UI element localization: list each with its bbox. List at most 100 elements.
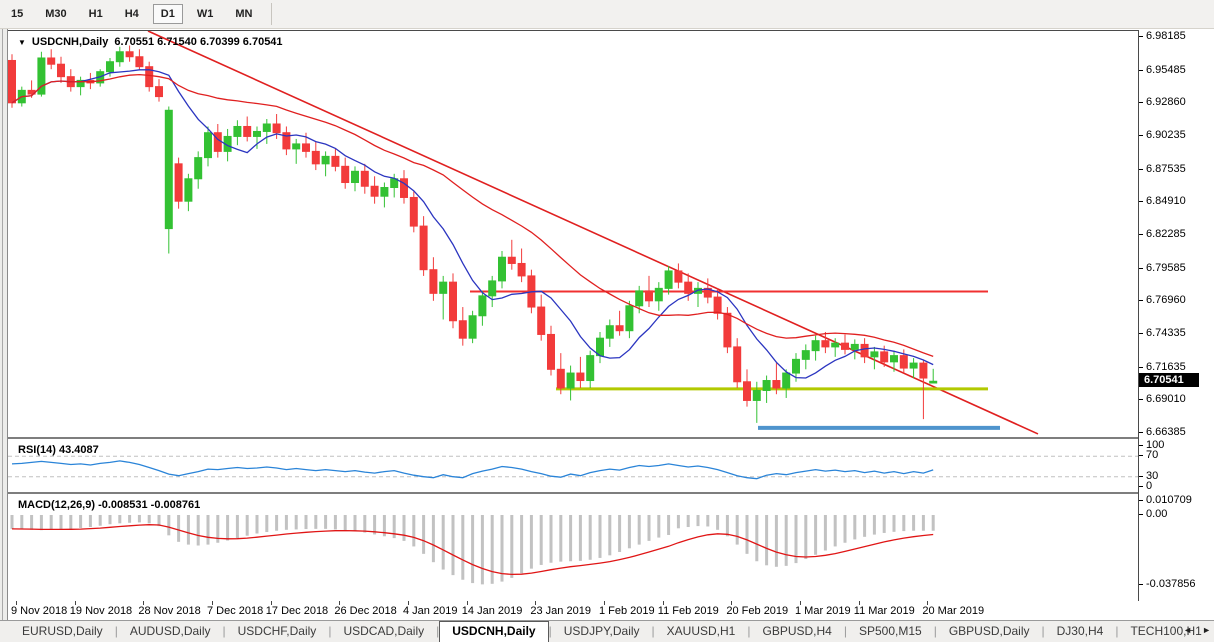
axis-tick <box>1139 102 1143 104</box>
candle-body-up <box>37 57 46 95</box>
candle-body-down <box>57 63 65 78</box>
timeframe-button-h4[interactable]: H4 <box>124 8 139 20</box>
chart-tab-tech100-h1[interactable]: TECH100,H1 <box>1130 624 1202 638</box>
candle-body-up <box>694 287 702 294</box>
candle-body-down <box>429 269 438 294</box>
price-axis-label: 6.98185 <box>1146 30 1186 42</box>
chart-tab-gbpusd-h4[interactable]: GBPUSD,H4 <box>762 624 832 638</box>
candle-body-up <box>468 315 477 339</box>
candle-body-down <box>860 343 869 358</box>
macd-signal-line[interactable] <box>11 524 934 576</box>
axis-tick <box>1139 201 1143 203</box>
pane-splitter[interactable] <box>8 492 1138 494</box>
macd-histogram-bar <box>500 515 504 582</box>
time-axis[interactable]: 9 Nov 2018 19 Nov 2018 28 Nov 2018 7 Dec 20… <box>8 601 1214 620</box>
candle-body-up <box>870 351 879 358</box>
candle-body-up <box>321 155 330 165</box>
macd-histogram-bar <box>10 515 14 529</box>
timeframe-button-d1[interactable]: D1 <box>152 4 183 24</box>
candle-body-up <box>635 290 644 307</box>
macd-histogram-bar <box>686 515 690 528</box>
price-axis-label: 6.87535 <box>1146 162 1186 175</box>
axis-tick <box>1139 135 1143 136</box>
candle-body-up <box>488 280 497 297</box>
timeframe-button-m30[interactable]: M30 <box>45 8 67 20</box>
candle-body-up <box>380 186 389 197</box>
current-price-tag: 6.70541 <box>1139 373 1199 388</box>
chevron-down-icon[interactable]: ▼ <box>18 37 26 47</box>
chart-tab-eurusd-daily[interactable]: EURUSD,Daily <box>22 624 103 638</box>
date-label: 7 Dec 2018 <box>207 605 264 617</box>
macd-histogram-bar <box>294 515 298 530</box>
macd-histogram-bar <box>402 515 406 541</box>
macd-histogram-bar <box>196 515 200 546</box>
date-tick <box>339 601 341 605</box>
date-tick <box>74 601 76 605</box>
candle-body-down <box>713 296 722 314</box>
chart-tab-usdchf-daily[interactable]: USDCHF,Daily <box>237 624 317 638</box>
price-axis-label: 6.79585 <box>1146 261 1186 274</box>
fast-ma-line[interactable] <box>11 69 934 379</box>
chart-tab-dj30-h4[interactable]: DJ30,H4 <box>1056 624 1104 638</box>
candle-body-up <box>115 51 124 63</box>
macd-pane[interactable] <box>8 496 1138 601</box>
timeframe-button-w1[interactable]: W1 <box>196 8 214 20</box>
timeframe-button-15[interactable]: 15 <box>11 8 24 20</box>
chart-tab-gbpusd-daily[interactable]: GBPUSD,Daily <box>948 624 1030 638</box>
macd-histogram-bar <box>853 515 857 540</box>
descending-trendline[interactable] <box>147 31 1039 435</box>
tab-scroll-left-icon[interactable]: ◄ <box>1183 625 1193 635</box>
chart-tab-sp500-m15[interactable]: SP500,M15 <box>858 624 922 638</box>
pane-splitter[interactable] <box>8 437 1138 439</box>
date-label: 26 Dec 2018 <box>334 605 397 617</box>
macd-histogram-bar <box>735 515 739 545</box>
macd-histogram-bar <box>363 515 367 533</box>
macd-histogram-bar <box>216 515 220 543</box>
macd-histogram-bar <box>559 515 563 562</box>
macd-histogram-bar <box>20 515 24 530</box>
macd-histogram-bar <box>422 515 426 554</box>
rsi-line[interactable] <box>11 460 934 480</box>
chart-tab-xauusd-h1[interactable]: XAUUSD,H1 <box>666 624 736 638</box>
macd-histogram-bar <box>588 515 592 560</box>
axis-tick <box>1139 432 1143 433</box>
macd-histogram-bar <box>30 515 34 530</box>
timeframe-button-h1[interactable]: H1 <box>88 8 103 20</box>
price-chart-pane[interactable] <box>8 31 1138 437</box>
macd-histogram-bar <box>627 515 631 549</box>
date-tick <box>143 601 145 605</box>
date-tick <box>535 601 537 605</box>
macd-histogram-bar <box>108 515 112 525</box>
timeframe-button-mn[interactable]: MN <box>235 8 253 20</box>
price-axis[interactable]: 6.98185 6.95485 6.92860 6.90235 6.87535 6.849… <box>1138 30 1214 601</box>
axis-tick <box>1139 584 1143 586</box>
macd-histogram-bar <box>147 515 151 524</box>
macd-histogram-bar <box>716 515 720 530</box>
chart-tab-audusd-daily[interactable]: AUDUSD,Daily <box>129 624 211 638</box>
date-tick <box>800 601 801 605</box>
candle-body-down <box>723 312 732 348</box>
date-tick <box>858 601 860 605</box>
candle-body-down <box>576 372 585 382</box>
chart-tab-usdcnh-daily[interactable]: USDCNH,Daily <box>439 621 549 642</box>
rsi-pane[interactable] <box>8 441 1138 492</box>
date-label: 11 Mar 2019 <box>853 605 915 617</box>
macd-histogram-bar <box>157 515 161 527</box>
axis-tick <box>1139 455 1143 457</box>
date-label: 14 Jan 2019 <box>461 605 523 617</box>
slow-ma-line[interactable] <box>11 73 934 358</box>
candle-body-down <box>370 185 379 197</box>
candle-body-up <box>439 281 448 294</box>
macd-histogram-bar <box>774 515 778 567</box>
macd-histogram-bar <box>177 515 181 542</box>
macd-histogram-bar <box>373 515 377 535</box>
macd-histogram-bar <box>931 515 935 531</box>
chart-tab-usdcad-daily[interactable]: USDCAD,Daily <box>343 624 425 638</box>
axis-tick <box>1139 399 1143 401</box>
macd-histogram-bar <box>784 515 788 566</box>
macd-histogram-bar <box>382 515 386 537</box>
macd-histogram-bar <box>186 515 190 545</box>
chart-tab-usdjpy-daily[interactable]: USDJPY,Daily <box>563 624 640 638</box>
tab-scroll-right-icon[interactable]: ► <box>1202 625 1211 635</box>
